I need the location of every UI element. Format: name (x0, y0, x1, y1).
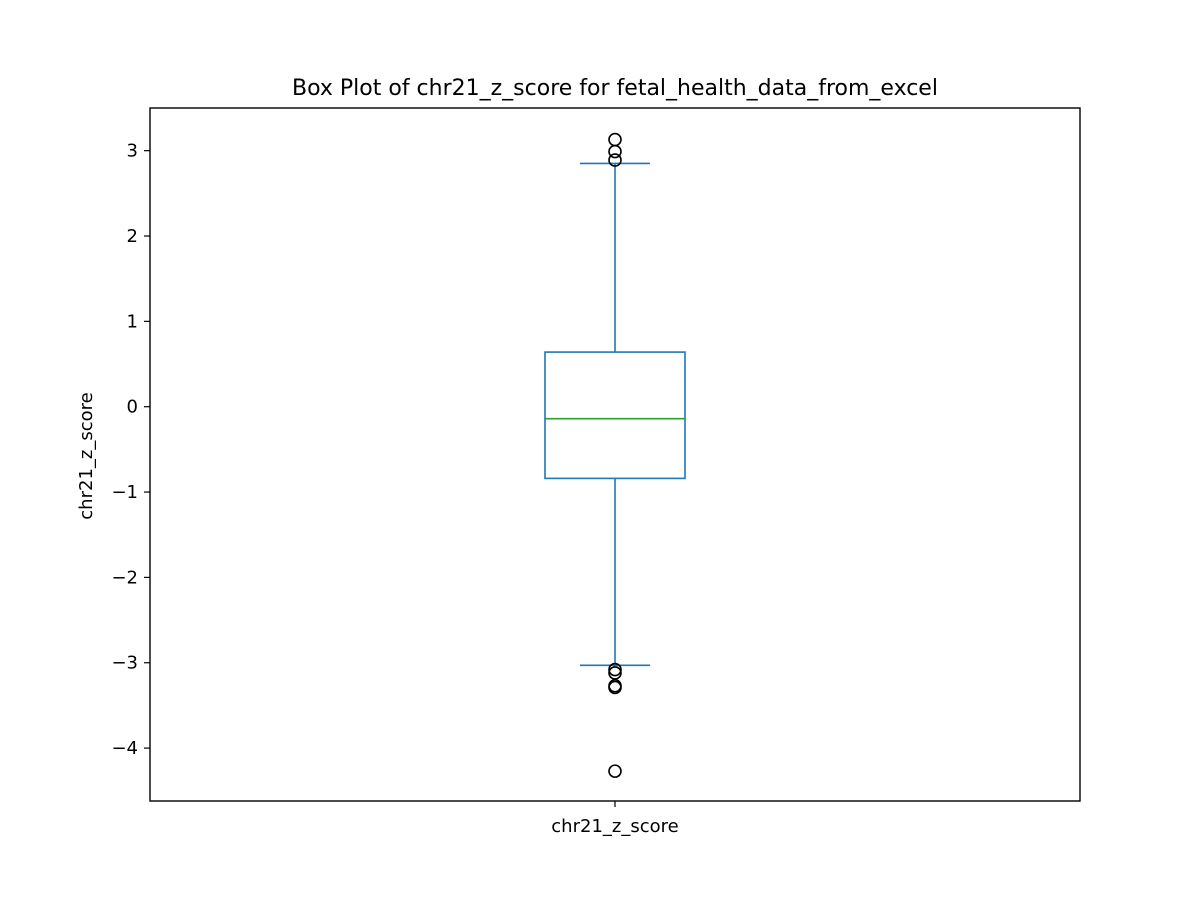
y-tick-label: 1 (127, 311, 138, 332)
outlier-point (608, 153, 622, 167)
chart-title: Box Plot of chr21_z_score for fetal_heal… (292, 76, 938, 101)
y-tick-label: −4 (111, 738, 138, 759)
y-axis-label: chr21_z_score (76, 392, 97, 519)
y-tick-label: 3 (127, 141, 138, 162)
outlier-point (608, 680, 622, 695)
y-tick-label: −1 (111, 482, 138, 503)
outlier-point (608, 764, 622, 778)
outlier-point (608, 666, 622, 680)
interquartile-box (544, 351, 686, 480)
outlier-point (608, 144, 622, 159)
y-tick-label: 0 (127, 397, 138, 418)
y-tick-label: −2 (111, 567, 138, 588)
x-tick-label: chr21_z_score (551, 816, 678, 837)
plot-area: −4 −3 −2 −1 0 1 2 3 chr21_z_score (111, 107, 1081, 837)
y-tick-label: −3 (111, 653, 138, 674)
y-tick-label: 2 (127, 226, 138, 247)
outlier-point (608, 662, 622, 677)
